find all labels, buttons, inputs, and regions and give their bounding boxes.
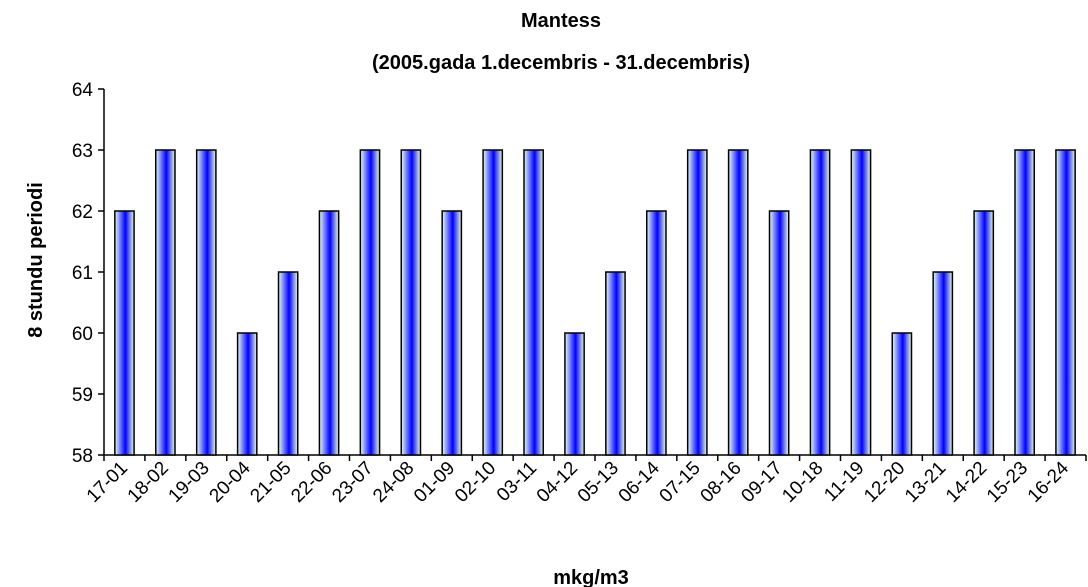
x-tick-label: 03-11	[493, 458, 541, 506]
x-tick-label: 18-02	[124, 458, 173, 507]
x-tick-label: 15-23	[983, 458, 1032, 507]
x-tick-label: 21-05	[246, 458, 295, 507]
y-tick-label: 60	[72, 324, 93, 345]
bar	[564, 332, 585, 456]
chart-title: Mantess	[521, 10, 601, 32]
bar	[932, 271, 954, 456]
y-tick-label: 63	[72, 141, 93, 162]
y-tick-label: 61	[72, 263, 93, 284]
bar	[318, 210, 340, 456]
bar	[114, 210, 135, 456]
bar	[891, 332, 913, 456]
bar	[1014, 149, 1035, 456]
x-tick-label: 05-13	[574, 458, 623, 507]
x-tick-label: 13-21	[901, 458, 950, 507]
bar	[727, 149, 749, 456]
y-tick-label: 62	[72, 202, 93, 223]
x-tick-label: 24-08	[369, 458, 418, 507]
bar	[768, 210, 790, 456]
x-tick-label: 20-04	[206, 457, 256, 507]
x-tick-label: 09-17	[737, 458, 786, 507]
bar	[400, 149, 422, 456]
y-tick-label: 59	[72, 385, 93, 406]
x-tick-label: 16-24	[1024, 457, 1074, 507]
bar	[686, 149, 708, 456]
x-tick-label: 08-16	[697, 458, 746, 507]
bar	[359, 149, 381, 456]
bar	[605, 271, 626, 456]
x-tick-label: 02-10	[451, 458, 500, 507]
x-tick-label: 23-07	[328, 458, 377, 507]
bar	[850, 149, 872, 456]
bar	[973, 210, 995, 456]
plot-area: 5859606162636417-0118-0219-0320-0421-052…	[72, 80, 1087, 507]
bar	[195, 149, 217, 456]
bar	[523, 149, 544, 456]
x-tick-label: 12-20	[860, 458, 909, 507]
x-tick-label: 19-03	[165, 458, 214, 507]
bar	[809, 149, 831, 456]
x-tick-label: 04-12	[533, 458, 582, 507]
bar	[482, 149, 504, 456]
x-tick-label: 22-06	[287, 458, 336, 507]
y-tick-label: 64	[72, 80, 94, 101]
x-tick-label: 11-19	[820, 458, 868, 506]
bar	[646, 210, 667, 456]
x-tick-label: 06-14	[615, 457, 665, 507]
x-tick-label: 14-22	[942, 458, 991, 507]
bar	[441, 210, 463, 456]
x-axis-label: mkg/m3	[553, 567, 629, 587]
x-tick-label: 07-15	[656, 458, 705, 507]
bar	[277, 271, 299, 456]
chart-subtitle: (2005.gada 1.decembris - 31.decembris)	[372, 52, 750, 74]
bar	[155, 149, 176, 456]
x-tick-label: 01-09	[410, 458, 459, 507]
y-axis-label: 8 stundu periodi	[25, 182, 47, 338]
y-tick-label: 58	[72, 446, 93, 467]
bar	[236, 332, 258, 456]
x-tick-label: 10-18	[778, 458, 827, 507]
bar	[1055, 149, 1076, 456]
